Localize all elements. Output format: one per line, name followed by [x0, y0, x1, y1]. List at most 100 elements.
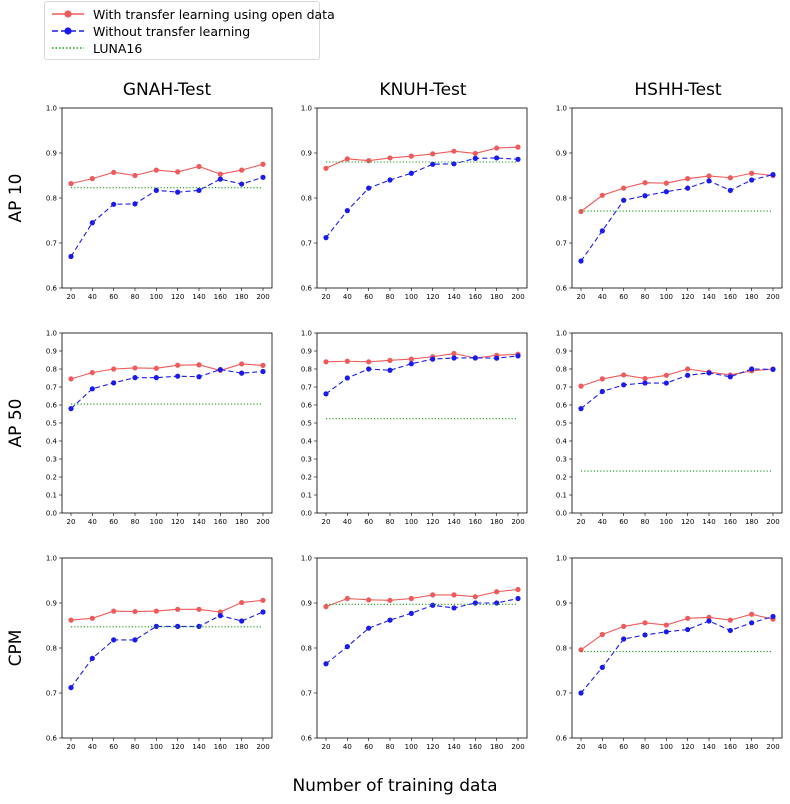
x-tick-label: 60 — [364, 518, 373, 526]
x-tick-label: 100 — [660, 293, 673, 301]
data-point-transfer — [515, 144, 521, 150]
data-point-no-transfer — [196, 374, 202, 380]
data-point-transfer — [663, 372, 669, 378]
x-tick-label: 100 — [405, 293, 418, 301]
y-tick-label: 0.6 — [46, 285, 58, 293]
plot-frame — [571, 107, 783, 289]
legend-item-no-transfer: Without transfer learning — [51, 23, 250, 39]
y-tick-label: 0.7 — [46, 240, 57, 248]
data-point-transfer — [323, 165, 329, 171]
plot-frame — [571, 332, 783, 514]
data-point-no-transfer — [430, 161, 436, 167]
y-tick-label: 1.0 — [556, 555, 567, 563]
y-tick-label: 0.9 — [46, 600, 57, 608]
data-point-no-transfer — [430, 356, 436, 362]
data-point-transfer — [132, 365, 138, 371]
y-tick-label: 0.9 — [556, 348, 567, 356]
x-tick-label: 20 — [67, 293, 76, 301]
x-tick-label: 100 — [150, 293, 163, 301]
x-tick-label: 200 — [766, 293, 779, 301]
x-tick-label: 60 — [109, 518, 118, 526]
column-title-gnah: GNAH-Test — [122, 80, 212, 100]
x-tick-label: 140 — [192, 518, 205, 526]
data-point-no-transfer — [132, 201, 138, 207]
data-point-no-transfer — [323, 235, 329, 241]
data-point-transfer — [111, 366, 117, 372]
x-tick-label: 140 — [702, 293, 715, 301]
data-point-transfer — [685, 176, 691, 182]
data-point-no-transfer — [239, 370, 245, 376]
y-tick-label: 0.3 — [46, 456, 57, 464]
data-point-no-transfer — [344, 208, 350, 214]
data-point-no-transfer — [217, 613, 223, 619]
series-line-transfer — [325, 588, 519, 608]
data-point-transfer — [111, 169, 117, 175]
x-tick-label: 40 — [88, 743, 97, 751]
data-point-no-transfer — [239, 181, 245, 187]
row-title-ap10: AP 10 — [6, 173, 26, 223]
data-point-no-transfer — [89, 220, 95, 226]
series-line-transfer — [70, 599, 264, 621]
x-tick-label: 200 — [256, 743, 269, 751]
x-tick-label: 180 — [745, 293, 758, 301]
x-tick-label: 160 — [724, 518, 737, 526]
x-tick-label: 180 — [490, 743, 503, 751]
legend: With transfer learning using open data W… — [44, 1, 335, 60]
data-point-transfer — [239, 599, 245, 606]
data-point-transfer — [578, 647, 584, 653]
x-tick-label: 40 — [343, 743, 352, 751]
x-tick-label: 100 — [660, 743, 673, 751]
x-tick-label: 120 — [681, 518, 694, 526]
data-point-no-transfer — [366, 366, 372, 372]
data-point-transfer — [642, 375, 648, 382]
data-point-no-transfer — [217, 176, 223, 182]
data-point-no-transfer — [599, 388, 605, 395]
data-point-no-transfer — [642, 193, 648, 199]
data-point-no-transfer — [408, 610, 414, 616]
data-point-transfer — [685, 615, 691, 621]
x-tick-label: 200 — [256, 293, 269, 301]
x-tick-label: 20 — [577, 518, 586, 526]
x-tick-label: 140 — [447, 293, 460, 301]
y-tick-label: 0.2 — [46, 474, 57, 482]
y-tick-label: 0.7 — [556, 240, 567, 248]
plot-frame — [61, 557, 273, 739]
data-point-transfer — [175, 362, 181, 368]
data-point-no-transfer — [239, 618, 245, 624]
data-point-transfer — [472, 594, 478, 600]
data-point-transfer — [260, 597, 266, 603]
x-tick-label: 160 — [724, 743, 737, 751]
data-point-transfer — [68, 617, 74, 623]
data-point-transfer — [344, 595, 350, 602]
x-tick-label: 160 — [469, 518, 482, 526]
panel-ap10-hshh: 0.6 0.7 0.8 0.9 1.0 20 40 60 80 100 120 140 160 180 20… — [556, 105, 783, 301]
x-tick-label: 40 — [343, 518, 352, 526]
x-tick-label: 80 — [386, 293, 395, 301]
data-point-no-transfer — [578, 258, 584, 264]
x-tick-label: 160 — [214, 293, 227, 301]
data-point-transfer — [472, 150, 478, 157]
y-tick-label: 0.7 — [46, 384, 57, 392]
data-point-no-transfer — [387, 617, 393, 623]
legend-item-transfer: With transfer learning using open data — [51, 6, 335, 22]
y-tick-label: 0.6 — [556, 285, 568, 293]
x-tick-label: 40 — [88, 518, 97, 526]
data-point-transfer — [196, 163, 202, 170]
y-tick-label: 0.5 — [556, 420, 567, 428]
data-point-no-transfer — [727, 187, 733, 193]
data-point-no-transfer — [663, 189, 669, 195]
data-point-transfer — [323, 359, 329, 365]
legend-swatch-transfer — [52, 10, 84, 18]
data-point-no-transfer — [451, 605, 457, 611]
plot-frame — [61, 107, 273, 289]
legend-label-no-transfer: Without transfer learning — [93, 23, 251, 39]
data-point-transfer — [494, 589, 500, 595]
x-tick-label: 140 — [447, 743, 460, 751]
data-point-no-transfer — [727, 627, 733, 634]
row-title-cpm: CPM — [6, 629, 26, 667]
y-tick-label: 1.0 — [46, 105, 57, 113]
data-point-no-transfer — [706, 178, 712, 184]
x-tick-label: 180 — [745, 518, 758, 526]
data-point-transfer — [706, 173, 712, 179]
data-point-no-transfer — [515, 353, 521, 359]
